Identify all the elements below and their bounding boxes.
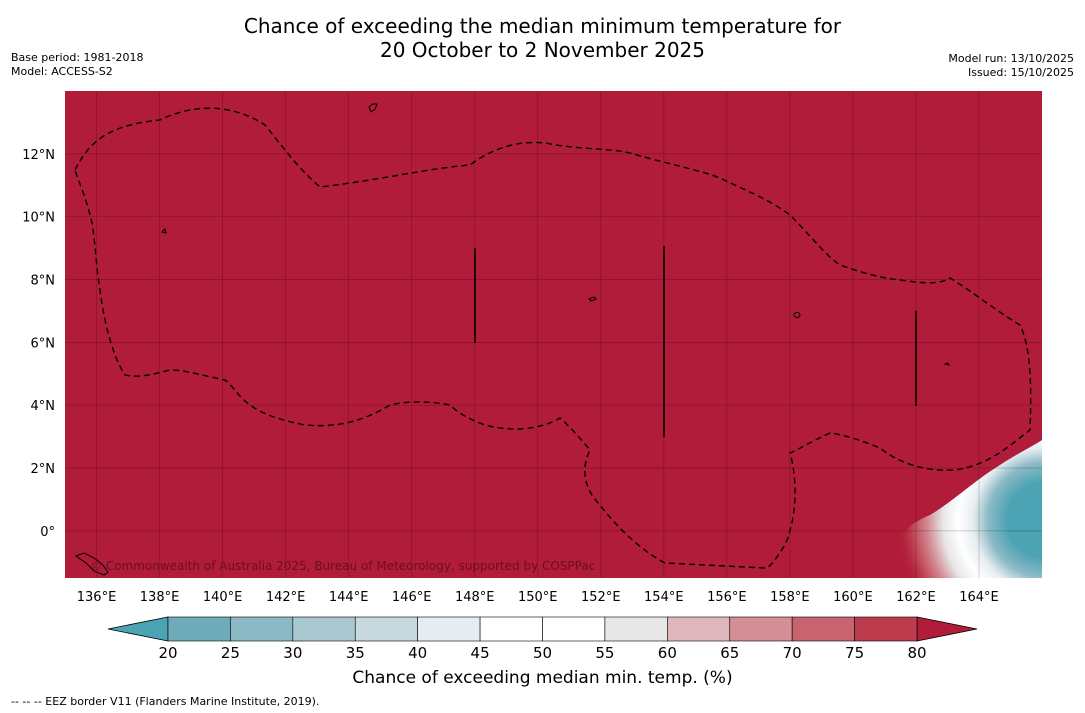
colorbar-segment	[604, 616, 668, 642]
lon-tick-label: 156°E	[707, 590, 747, 605]
eez-legend-note: -- -- -- EEZ border V11 (Flanders Marine…	[11, 695, 320, 708]
colorbar-over-arrow	[916, 616, 978, 642]
title-line-2: 20 October to 2 November 2025	[379, 38, 706, 62]
colorbar-tick: 35	[345, 644, 365, 662]
axis-labels: 136°E 138°E 140°E 142°E 144°E 146°E 148°E 150°E…	[22, 148, 999, 605]
lon-tick-label: 146°E	[392, 590, 432, 605]
colorbar-under-arrow	[107, 616, 169, 642]
meta-right: Model run: 13/10/2025 Issued: 15/10/2025	[948, 52, 1074, 80]
lon-tick-label: 138°E	[140, 590, 180, 605]
colorbar-tick: 50	[532, 644, 553, 662]
colorbar-tick: 75	[845, 644, 865, 662]
colorbar-label: Chance of exceeding median min. temp. (%…	[352, 668, 733, 688]
colorbar-tick: 20	[158, 644, 178, 662]
colorbar-segment	[292, 616, 356, 642]
colorbar-segment	[167, 616, 231, 642]
colorbar-tick: 60	[657, 644, 677, 662]
base-period: Base period: 1981-2018	[11, 51, 144, 64]
model-run: Model run: 13/10/2025	[948, 52, 1074, 65]
lon-tick-label: 158°E	[770, 590, 810, 605]
title-line-1: Chance of exceeding the median minimum t…	[243, 14, 842, 38]
lat-tick-label: 12°N	[22, 148, 55, 163]
lon-tick-label: 148°E	[455, 590, 495, 605]
colorbar-tick: 80	[907, 644, 927, 662]
lat-tick-label: 0°	[40, 525, 55, 540]
meta-left: Base period: 1981-2018 Model: ACCESS-S2	[11, 51, 143, 79]
colorbar-segment	[729, 616, 793, 642]
lon-tick-label: 150°E	[518, 590, 558, 605]
anomaly-patch-southeast	[889, 440, 1042, 578]
lat-tick-label: 10°N	[22, 211, 55, 226]
lat-tick-label: 4°N	[31, 399, 56, 414]
colorbar-segment	[667, 616, 731, 642]
lon-tick-label: 162°E	[896, 590, 936, 605]
colorbar-tick: 25	[220, 644, 240, 662]
copyright-notice: © Commonwealth of Australia 2025, Bureau…	[90, 559, 595, 573]
colorbar-tick: 30	[283, 644, 303, 662]
colorbar-segment	[354, 616, 418, 642]
colorbar-segment	[542, 616, 606, 642]
colorbar-segment	[854, 616, 918, 642]
issued-date: Issued: 15/10/2025	[967, 66, 1074, 79]
gridlines	[65, 91, 1042, 578]
lon-tick-label: 164°E	[959, 590, 999, 605]
colorbar-segment	[791, 616, 855, 642]
lon-tick-label: 144°E	[329, 590, 369, 605]
lon-tick-label: 160°E	[833, 590, 873, 605]
islands	[74, 103, 950, 576]
lon-tick-label: 142°E	[266, 590, 306, 605]
colorbar-tick: 45	[470, 644, 490, 662]
colorbar-tick: 65	[720, 644, 740, 662]
colorbar-tick: 70	[782, 644, 802, 662]
colorbar-tick: 55	[595, 644, 615, 662]
map-background	[65, 91, 1042, 578]
eez-border	[74, 107, 1032, 569]
colorbar-segment	[230, 616, 294, 642]
lon-tick-label: 154°E	[644, 590, 684, 605]
colorbar-tick: 40	[408, 644, 428, 662]
lon-tick-label: 152°E	[581, 590, 621, 605]
lat-tick-label: 8°N	[31, 274, 56, 289]
colorbar-segment	[479, 616, 543, 642]
model-name: Model: ACCESS-S2	[11, 65, 113, 78]
lat-tick-label: 6°N	[31, 336, 56, 351]
lon-tick-label: 140°E	[203, 590, 243, 605]
lat-tick-label: 2°N	[31, 462, 56, 477]
colorbar	[107, 616, 978, 642]
colorbar-segment	[417, 616, 481, 642]
map-title: Chance of exceeding the median minimum t…	[0, 14, 1085, 62]
lon-tick-label: 136°E	[77, 590, 117, 605]
